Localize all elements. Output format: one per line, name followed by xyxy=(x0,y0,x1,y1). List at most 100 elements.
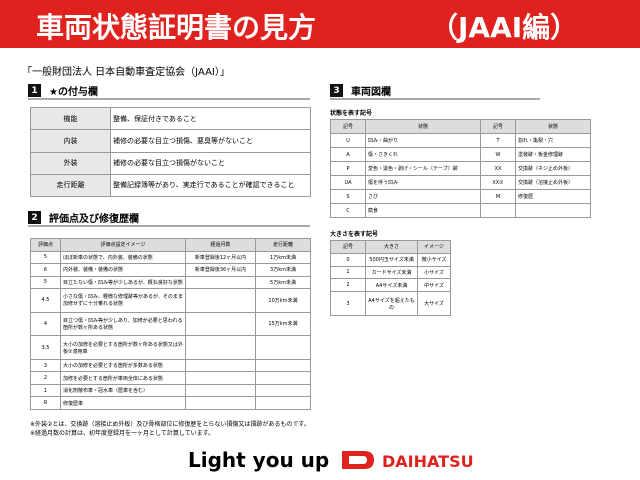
months-cell xyxy=(185,383,256,398)
description-cell: 小さな傷・凹み、軽微な修理跡等があるが、そのまま加修せずに十分乗れる状態 xyxy=(60,288,186,313)
symbol-cell: U xyxy=(330,133,366,148)
row: 1 カードサイズ未満 小サイズ xyxy=(330,265,451,280)
description-cell: 内外装、装備・装備の状態 xyxy=(60,263,186,277)
mileage-cell xyxy=(255,371,311,385)
header-cell: 状態 xyxy=(515,119,591,134)
condition-table: 記号 状態 記号 状態 U 凹み・曲がり T 割れ・亀裂・穴 A 傷・さきくれ W 塗装跡・板金修理跡… xyxy=(330,119,591,218)
size-table: 記号 大きさ イメージ 0 500円玉サイズ未満 微小サイズ 1 カードサイズ未満 小サイズ 2 A… xyxy=(330,240,451,316)
size-cell: 大サイズ xyxy=(417,291,451,316)
state-cell: 交換跡（溶接止め外板） xyxy=(515,175,591,190)
mileage-cell xyxy=(255,383,311,398)
header-row: 記号 状態 記号 状態 xyxy=(330,119,591,134)
text-cell: 補修の必要な目立つ損傷がないこと xyxy=(110,151,311,175)
title: 車両状態証明書の見方 xyxy=(36,11,317,44)
row: R 修復歴車 xyxy=(30,396,311,410)
size-cell: 2 xyxy=(330,278,366,293)
mileage-cell xyxy=(255,396,311,410)
score-cell: 5 xyxy=(30,250,61,265)
row: P 変色・退色・剥げ・シール（テープ）跡 XX 交換跡（ネジ止め外板） xyxy=(330,161,591,176)
symbol-cell: T xyxy=(480,133,516,148)
state-cell xyxy=(515,203,591,218)
row: 走行距離 整備記録簿等があり、実走行であることが確認できること xyxy=(30,173,311,198)
symbol-cell: UA xyxy=(330,175,366,190)
row: 1 消化剤散布車・冠水車（歴車を含む） xyxy=(30,383,311,398)
months-cell: 新車登録後12ヶ月以内 xyxy=(185,250,256,265)
mileage-cell: 1万km未満 xyxy=(255,250,311,265)
score-cell: 2 xyxy=(30,371,61,385)
months-cell xyxy=(185,288,256,313)
symbol-cell: C xyxy=(330,203,366,218)
months-cell xyxy=(185,396,256,410)
row: 外装 補修の必要な目立つ損傷がないこと xyxy=(30,151,311,175)
label-cell: 機能 xyxy=(30,106,111,131)
header-cell: 評価点設定イメージ xyxy=(60,238,186,252)
symbol-cell: XX xyxy=(480,161,516,176)
header-cell: 記号 xyxy=(480,119,516,134)
section-number: 2 xyxy=(28,211,41,224)
row: 5 目立たない傷・凹み等が少しあるが、概ね良好な状態 5万km未満 xyxy=(30,275,311,290)
text-cell: 補修の必要な目立つ損傷、悪臭等がないこと xyxy=(110,129,311,153)
score-cell: 4.5 xyxy=(30,288,61,313)
mileage-cell: 10万km未満 xyxy=(255,288,311,313)
header-cell: 経過月数 xyxy=(185,238,256,252)
symbol-cell: XX② xyxy=(480,175,516,190)
section-title: 評価点及び修復歴欄 xyxy=(49,214,139,225)
row: 5 ほぼ新車の状態で、内外装、装備の状態 新車登録後12ヶ月以内 1万km未満 xyxy=(30,250,311,265)
size-cell: 小サイズ xyxy=(417,265,451,280)
header-cell: イメージ xyxy=(417,240,451,254)
symbol-cell: M xyxy=(480,189,516,204)
size-cell: 1 xyxy=(330,265,366,280)
months-cell xyxy=(185,371,256,385)
section-header: 1 ★の付与欄 xyxy=(28,83,310,100)
score-cell: 5 xyxy=(30,275,61,290)
state-cell: 変色・退色・剥げ・シール（テープ）跡 xyxy=(365,161,481,176)
size-cell: 500円玉サイズ未満 xyxy=(365,252,418,267)
description-cell: 修復歴車 xyxy=(60,396,186,410)
section-title: 車両図欄 xyxy=(351,87,391,98)
score-cell: 3.5 xyxy=(30,335,61,360)
row: A 傷・さきくれ W 塗装跡・板金修理跡 xyxy=(330,147,591,162)
description-cell: 目立たない傷・凹み等が少しあるが、概ね良好な状態 xyxy=(60,275,186,290)
state-cell: 腐食 xyxy=(365,203,481,218)
caption: 状態を表す記号 xyxy=(330,110,373,117)
row: C 腐食 xyxy=(330,203,591,218)
star-table: 機能 整備、保証付きであること 内装 補修の必要な目立つ損傷、悪臭等がないこと 外装 補修… xyxy=(30,106,311,198)
months-cell: 新車登録後36ヶ月以内 xyxy=(185,263,256,277)
row: 内装 補修の必要な目立つ損傷、悪臭等がないこと xyxy=(30,129,311,153)
header-cell: 評価点 xyxy=(30,238,61,252)
description-cell: 大小の加修を必要とする箇所が多数ある状態 xyxy=(60,358,186,373)
section-header: 3 車両図欄 xyxy=(330,83,540,100)
header-cell: 記号 xyxy=(330,119,366,134)
row: S さび M 修復歴 xyxy=(330,189,591,204)
row: 4 目立つ傷・凹み等が少しあり、加修が必要と思われる箇所が数ヶ所ある状態 15万km… xyxy=(30,311,311,337)
score-cell: R xyxy=(30,396,61,410)
brand-logo xyxy=(342,451,374,469)
row: 3 A4サイズを超えたもの 大サイズ xyxy=(330,291,451,316)
mileage-cell: 15万km未満 xyxy=(255,311,311,337)
label-cell: 内装 xyxy=(30,129,111,153)
text-cell: 整備記録簿等があり、実走行であることが確認できること xyxy=(110,173,311,198)
size-cell: 3 xyxy=(330,291,366,316)
symbol-cell: P xyxy=(330,161,366,176)
header-row: 評価点 評価点設定イメージ 経過月数 走行距離 xyxy=(30,238,311,252)
description-cell: 加修を必要とする箇所が車両全体にある状態 xyxy=(60,371,186,385)
header-cell: 走行距離 xyxy=(255,238,311,252)
size-cell: A4サイズを超えたもの xyxy=(365,291,418,316)
caption: 大きさを表す記号 xyxy=(330,231,379,238)
description-cell: 大小の加修を必要とする箇所が数ヶ所ある状態又は外板②適用車 xyxy=(60,335,186,360)
state-cell: 割れ・亀裂・穴 xyxy=(515,133,591,148)
mileage-cell xyxy=(255,335,311,360)
section-number: 3 xyxy=(330,84,343,97)
description-cell: 消化剤散布車・冠水車（歴車を含む） xyxy=(60,383,186,398)
note: ※外装②とは、交換跡（溶接止め外板）及び骨格部位に修復歴をとらない損傷又は損跡が… xyxy=(30,421,310,428)
header-cell: 記号 xyxy=(330,240,366,254)
section-title: ★の付与欄 xyxy=(49,87,98,98)
score-cell: 6 xyxy=(30,263,61,277)
row: 2 加修を必要とする箇所が車両全体にある状態 xyxy=(30,371,311,385)
mileage-cell xyxy=(255,358,311,373)
label-cell: 外装 xyxy=(30,151,111,175)
row: 6 内外装、装備・装備の状態 新車登録後36ヶ月以内 3万km未満 xyxy=(30,263,311,277)
state-cell: 塗装跡・板金修理跡 xyxy=(515,147,591,162)
header-cell: 大きさ xyxy=(365,240,418,254)
state-cell: さび xyxy=(365,189,481,204)
